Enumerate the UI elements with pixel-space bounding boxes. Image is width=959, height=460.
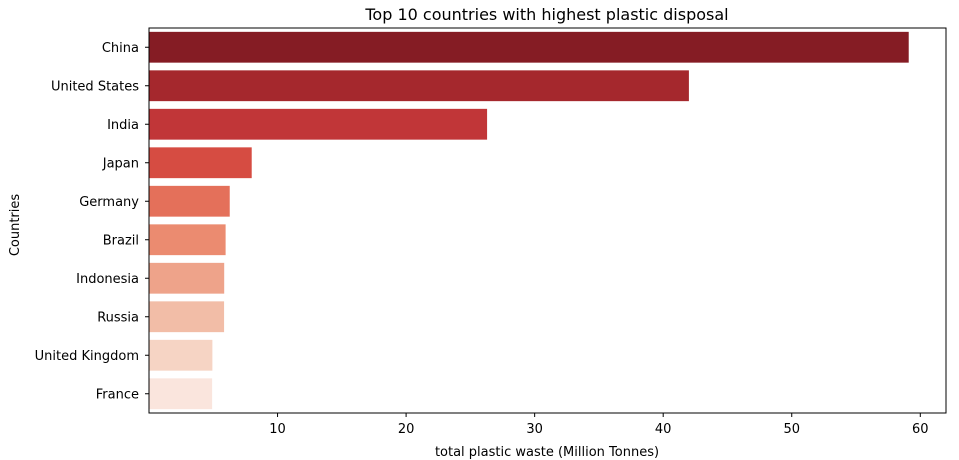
bar-france [149,378,213,410]
bar-russia [149,301,225,333]
y-tick-label: France [96,387,139,402]
bars-layer [149,31,909,410]
y-axis-label: Countries [8,194,23,257]
y-tick-label: Brazil [103,233,139,248]
x-tick-label: 50 [783,422,800,437]
bar-united-states [149,70,689,102]
x-tick-label: 60 [912,422,929,437]
bar-india [149,108,488,140]
bar-china [149,31,909,63]
plot-frame [148,27,947,414]
y-tick-label: Japan [102,156,139,171]
y-tick-label: India [107,118,139,133]
x-tick-label: 10 [269,422,286,437]
x-tick-label: 40 [655,422,672,437]
bar-brazil [149,224,226,256]
y-tick-label: Germany [79,195,139,210]
y-axis: China United States India Japan Germany Brazi… [35,41,149,402]
x-tick-label: 20 [398,422,415,437]
chart-title: Top 10 countries with highest plastic di… [364,5,728,24]
y-tick-label: Indonesia [76,272,139,287]
bar-japan [149,147,252,179]
bar-united-kingdom [149,339,213,371]
y-tick-label: Russia [97,310,139,325]
x-tick-label: 30 [526,422,543,437]
y-tick-label: United States [51,79,139,94]
bar-indonesia [149,262,225,294]
y-tick-label: China [102,41,139,56]
x-axis: 10 20 30 40 50 60 [269,413,929,437]
y-tick-label: United Kingdom [35,349,139,364]
x-axis-label: total plastic waste (Million Tonnes) [435,445,659,460]
bar-germany [149,185,230,217]
